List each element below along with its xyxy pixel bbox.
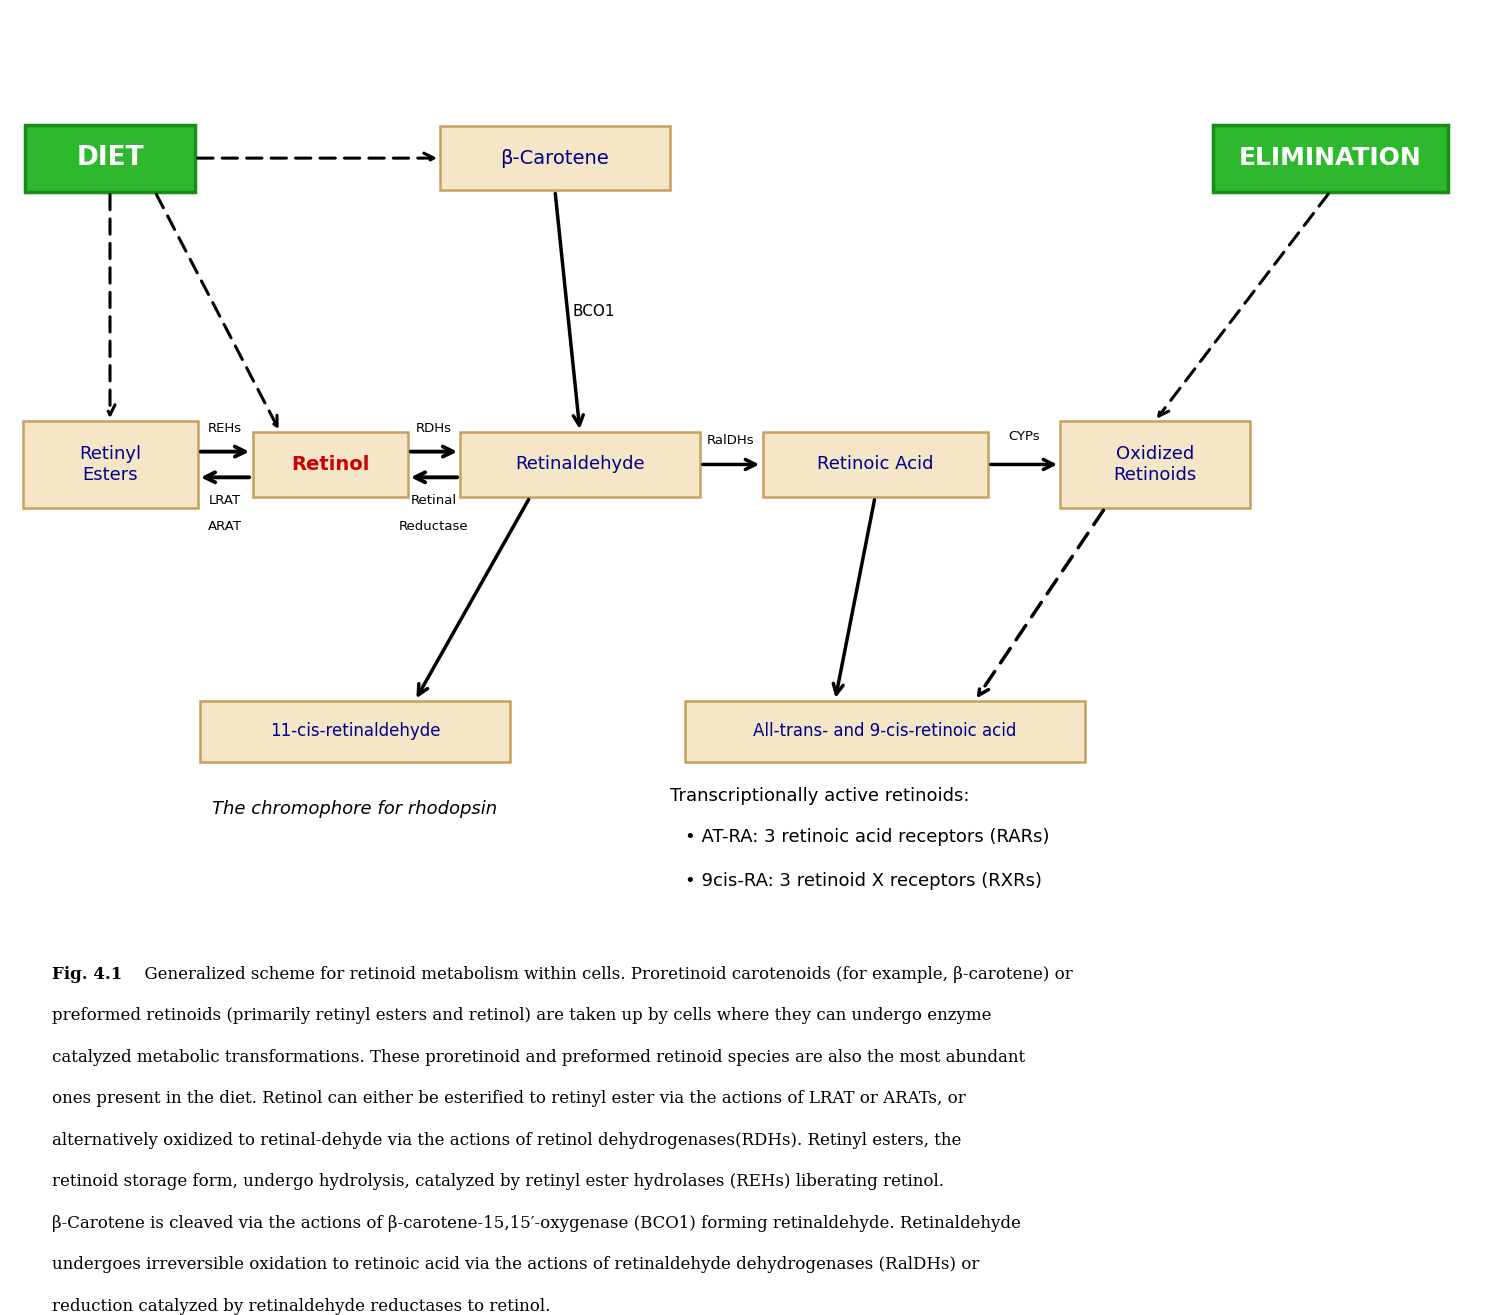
Text: Retinyl
Esters: Retinyl Esters [79, 444, 141, 484]
FancyBboxPatch shape [440, 126, 670, 191]
Text: RalDHs: RalDHs [707, 434, 754, 447]
Text: β-Carotene: β-Carotene [500, 149, 609, 167]
Text: undergoes irreversible oxidation to retinoic acid via the actions of retinaldehy: undergoes irreversible oxidation to reti… [52, 1256, 980, 1273]
Text: CYPs: CYPs [1008, 430, 1040, 443]
Text: REHs: REHs [208, 422, 242, 435]
FancyBboxPatch shape [22, 421, 198, 508]
FancyBboxPatch shape [1060, 421, 1250, 508]
Text: reduction catalyzed by retinaldehyde reductases to retinol.: reduction catalyzed by retinaldehyde red… [52, 1298, 551, 1315]
Text: Generalized scheme for retinoid metabolism within cells. Proretinoid carotenoids: Generalized scheme for retinoid metaboli… [134, 965, 1072, 982]
Text: DIET: DIET [76, 145, 144, 171]
Text: The chromophore for rhodopsin: The chromophore for rhodopsin [212, 801, 497, 818]
Text: RDHs: RDHs [416, 422, 451, 435]
Text: preformed retinoids (primarily retinyl esters and retinol) are taken up by cells: preformed retinoids (primarily retinyl e… [52, 1007, 992, 1024]
Text: β-Carotene is cleaved via the actions of β-carotene-15,15′-oxygenase (BCO1) form: β-Carotene is cleaved via the actions of… [52, 1215, 1020, 1232]
Text: • AT-RA: 3 retinoic acid receptors (RARs): • AT-RA: 3 retinoic acid receptors (RARs… [685, 828, 1050, 846]
Text: catalyzed metabolic transformations. These proretinoid and preformed retinoid sp: catalyzed metabolic transformations. The… [52, 1048, 1025, 1065]
Text: Fig. 4.1: Fig. 4.1 [52, 965, 122, 982]
Text: Oxidized
Retinoids: Oxidized Retinoids [1114, 444, 1197, 484]
Text: Retinal: Retinal [411, 494, 457, 508]
FancyBboxPatch shape [25, 125, 195, 192]
Text: Transcriptionally active retinoids:: Transcriptionally active retinoids: [670, 786, 970, 805]
Text: BCO1: BCO1 [573, 304, 615, 318]
Text: Retinol: Retinol [291, 455, 370, 473]
FancyBboxPatch shape [252, 433, 407, 497]
Text: Reductase: Reductase [399, 519, 469, 533]
Text: Retinoic Acid: Retinoic Acid [817, 455, 933, 473]
FancyBboxPatch shape [200, 701, 509, 761]
Text: 11-cis-retinaldehyde: 11-cis-retinaldehyde [270, 722, 440, 740]
Text: Retinaldehyde: Retinaldehyde [515, 455, 644, 473]
FancyBboxPatch shape [685, 701, 1086, 761]
Text: ARAT: ARAT [208, 519, 242, 533]
Text: All-trans- and 9-cis-retinoic acid: All-trans- and 9-cis-retinoic acid [753, 722, 1017, 740]
FancyBboxPatch shape [460, 433, 699, 497]
Text: alternatively oxidized to retinal-dehyde via the actions of retinol dehydrogenas: alternatively oxidized to retinal-dehyde… [52, 1131, 961, 1148]
FancyBboxPatch shape [762, 433, 988, 497]
FancyBboxPatch shape [1212, 125, 1448, 192]
Text: ELIMINATION: ELIMINATION [1238, 146, 1421, 170]
Text: ones present in the diet. Retinol can either be esterified to retinyl ester via : ones present in the diet. Retinol can ei… [52, 1090, 965, 1107]
Text: LRAT: LRAT [209, 494, 241, 508]
Text: • 9cis-RA: 3 retinoid X receptors (RXRs): • 9cis-RA: 3 retinoid X receptors (RXRs) [685, 872, 1042, 890]
Text: retinoid storage form, undergo hydrolysis, catalyzed by retinyl ester hydrolases: retinoid storage form, undergo hydrolysi… [52, 1173, 944, 1190]
